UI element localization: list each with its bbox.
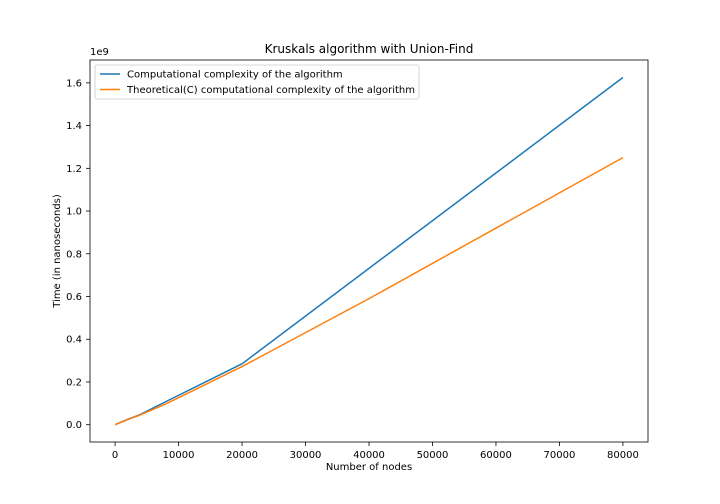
y-tick-label: 0.2 — [66, 377, 82, 388]
series-line-2 — [114, 156, 624, 426]
axes-frame — [89, 59, 649, 443]
x-tick-label: 60000 — [480, 450, 512, 461]
x-tick-label: 80000 — [607, 450, 639, 461]
plot-lines — [114, 76, 624, 426]
y-tick-label: 0.4 — [66, 335, 82, 346]
legend-label-series-1: Computational complexity of the algorith… — [127, 70, 343, 81]
x-axis-label: Number of nodes — [326, 462, 412, 473]
x-tick-label: 40000 — [353, 450, 385, 461]
y-axis-label: Time (in nanoseconds) — [52, 194, 63, 309]
y-tick-label: 1.0 — [66, 207, 82, 218]
chart-title: Kruskals algorithm with Union-Find — [265, 42, 474, 56]
legend-box — [94, 64, 420, 100]
x-tick-label: 30000 — [290, 450, 322, 461]
y-tick-label: 0.6 — [66, 292, 82, 303]
x-axis-ticks: 0 10000 20000 30000 40000 50000 60000 70000 8000… — [112, 442, 639, 461]
y-tick-label: 1.4 — [66, 121, 82, 132]
legend-label-series-2: Theoretical(C) computational complexity … — [126, 85, 415, 96]
x-tick-label: 0 — [112, 450, 118, 461]
x-tick-label: 20000 — [226, 450, 258, 461]
y-tick-label: 0.8 — [66, 249, 82, 260]
x-tick-label: 50000 — [417, 450, 449, 461]
legend: Computational complexity of the algorith… — [94, 64, 420, 100]
y-tick-label: 1.2 — [66, 164, 82, 175]
y-axis-multiplier: 1e9 — [90, 47, 109, 58]
y-tick-label: 1.6 — [66, 78, 82, 89]
x-tick-label: 10000 — [163, 450, 195, 461]
y-axis-ticks: 0.0 0.2 0.4 0.6 0.8 1.0 1.2 1.4 1.6 — [66, 78, 90, 431]
y-tick-label: 0.0 — [66, 420, 82, 431]
x-tick-label: 70000 — [544, 450, 576, 461]
